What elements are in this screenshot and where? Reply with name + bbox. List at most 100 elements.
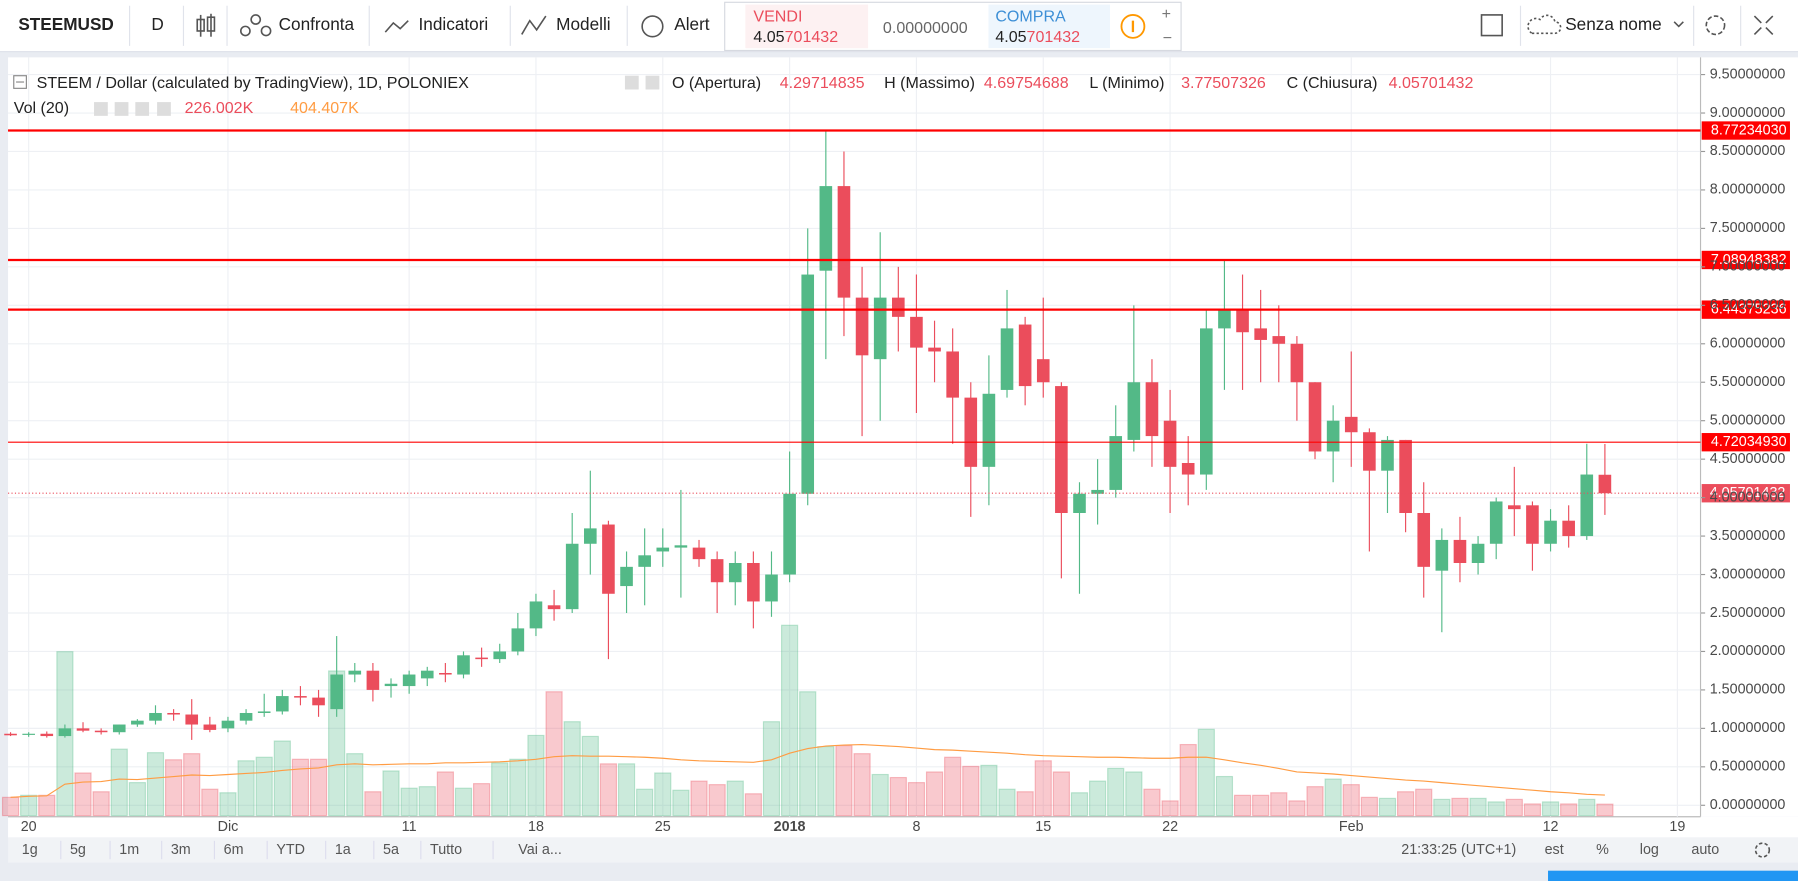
candle-body bbox=[94, 730, 108, 733]
candle-body bbox=[765, 574, 778, 602]
volume-title: Vol (20) bbox=[14, 99, 69, 117]
volume-bar bbox=[346, 753, 364, 817]
sell-price: 4.05701432 bbox=[753, 28, 838, 46]
candle-body bbox=[4, 733, 17, 736]
legend-icon[interactable] bbox=[135, 102, 150, 116]
candle-body bbox=[312, 697, 325, 706]
compare-icon[interactable] bbox=[240, 14, 272, 37]
range-button[interactable]: 1a bbox=[335, 842, 351, 858]
layout-square[interactable] bbox=[1480, 14, 1503, 37]
candle-body bbox=[1435, 539, 1449, 571]
range-button[interactable]: Tutto bbox=[430, 842, 462, 858]
scale-settings[interactable] bbox=[1754, 842, 1771, 858]
candle-body bbox=[22, 733, 35, 735]
candle-body bbox=[892, 297, 905, 317]
interval[interactable]: D bbox=[151, 14, 163, 34]
x-tick-label: 22 bbox=[1162, 819, 1178, 835]
volume-bar bbox=[527, 734, 545, 817]
blue-button[interactable] bbox=[1548, 870, 1798, 881]
range-button[interactable]: 5g bbox=[70, 842, 86, 858]
x-tick-label: 12 bbox=[1543, 819, 1559, 835]
candle-body bbox=[112, 724, 126, 733]
volume-bar bbox=[1541, 801, 1560, 817]
percent-button[interactable]: % bbox=[1596, 842, 1609, 858]
candle-body bbox=[276, 696, 289, 712]
candle-body bbox=[1200, 328, 1213, 475]
candle-body bbox=[1181, 463, 1195, 475]
y-tick-label: 0.50000000 bbox=[1710, 759, 1786, 775]
volume-bar bbox=[672, 789, 690, 817]
candle-body bbox=[819, 186, 833, 271]
volume-bar bbox=[1034, 760, 1052, 817]
volume-bar bbox=[491, 762, 509, 817]
range-button[interactable]: 5a bbox=[383, 842, 399, 858]
range-button[interactable]: 1g bbox=[22, 842, 38, 858]
x-tick-label: 2018 bbox=[774, 819, 806, 835]
settings-icon[interactable] bbox=[1705, 15, 1726, 36]
volume-bar bbox=[74, 772, 92, 817]
range-button[interactable]: YTD bbox=[276, 842, 305, 858]
y-tick-label: 4.50000000 bbox=[1710, 451, 1786, 467]
auto-button[interactable]: auto bbox=[1691, 842, 1719, 858]
candle-body bbox=[837, 186, 851, 298]
candle-body bbox=[167, 712, 180, 715]
candle-body bbox=[1381, 439, 1394, 471]
log-button[interactable]: log bbox=[1640, 842, 1659, 858]
layout-name[interactable]: Senza nome bbox=[1565, 14, 1661, 34]
candle-body bbox=[76, 728, 90, 731]
compare-button[interactable]: Confronta bbox=[279, 14, 355, 34]
est-button[interactable]: est bbox=[1545, 842, 1564, 858]
candle-body bbox=[203, 724, 217, 730]
y-tick-label: 1.50000000 bbox=[1710, 682, 1786, 698]
x-tick-label: 18 bbox=[528, 819, 544, 835]
range-button[interactable]: 1m bbox=[119, 842, 139, 858]
indicators-icon[interactable] bbox=[384, 20, 409, 33]
symbol[interactable]: STEEMUSD bbox=[18, 14, 113, 34]
buy-box[interactable] bbox=[988, 4, 1110, 49]
volume-bar bbox=[726, 780, 744, 817]
range-button[interactable]: 6m bbox=[224, 842, 244, 858]
candle-body bbox=[1290, 343, 1304, 383]
candle-body bbox=[547, 605, 561, 610]
candle-body bbox=[294, 696, 307, 698]
volume-bar bbox=[581, 735, 599, 817]
volume-bar bbox=[110, 748, 128, 817]
templates-icon[interactable] bbox=[521, 15, 547, 35]
legend-icon[interactable] bbox=[94, 102, 108, 116]
legend-icon[interactable] bbox=[645, 75, 660, 90]
candle-body bbox=[1562, 520, 1575, 537]
legend-icon[interactable] bbox=[624, 75, 639, 90]
candle-body bbox=[1091, 489, 1104, 494]
volume-bar bbox=[382, 770, 400, 817]
legend-icon[interactable] bbox=[114, 102, 129, 116]
range-button[interactable]: 3m bbox=[171, 842, 191, 858]
candle-body bbox=[1163, 420, 1177, 467]
fullscreen-icon[interactable] bbox=[1753, 15, 1774, 35]
buy-price: 4.05701432 bbox=[995, 28, 1080, 46]
volume-bar bbox=[1360, 796, 1378, 817]
y-tick-label: 8.50000000 bbox=[1710, 143, 1786, 159]
plus-button[interactable]: + bbox=[1162, 5, 1171, 23]
chart-style-icon[interactable] bbox=[196, 13, 216, 37]
alert-button[interactable]: Alert bbox=[674, 14, 710, 34]
candle-body bbox=[420, 670, 434, 679]
legend-icon[interactable] bbox=[157, 102, 171, 116]
volume-bar bbox=[1378, 797, 1397, 817]
alert-icon[interactable] bbox=[641, 15, 664, 38]
sell-box[interactable] bbox=[745, 4, 869, 49]
info-icon[interactable] bbox=[1120, 13, 1146, 39]
volume-bar bbox=[781, 624, 799, 817]
candle-body bbox=[710, 559, 724, 583]
volume-bar bbox=[454, 787, 473, 817]
goto-button[interactable]: Vai a... bbox=[518, 842, 562, 858]
minus-button[interactable]: − bbox=[1163, 29, 1172, 47]
volume-bar bbox=[146, 752, 165, 817]
dropdown-arrow[interactable] bbox=[1673, 21, 1684, 28]
candle-body bbox=[1272, 336, 1286, 344]
templates-button[interactable]: Modelli bbox=[556, 14, 610, 34]
candle-body bbox=[1471, 543, 1485, 563]
collapse-box[interactable] bbox=[13, 75, 27, 89]
indicators-button[interactable]: Indicatori bbox=[419, 14, 489, 34]
y-tick-label: 9.00000000 bbox=[1710, 105, 1786, 121]
volume-bar bbox=[925, 771, 944, 817]
